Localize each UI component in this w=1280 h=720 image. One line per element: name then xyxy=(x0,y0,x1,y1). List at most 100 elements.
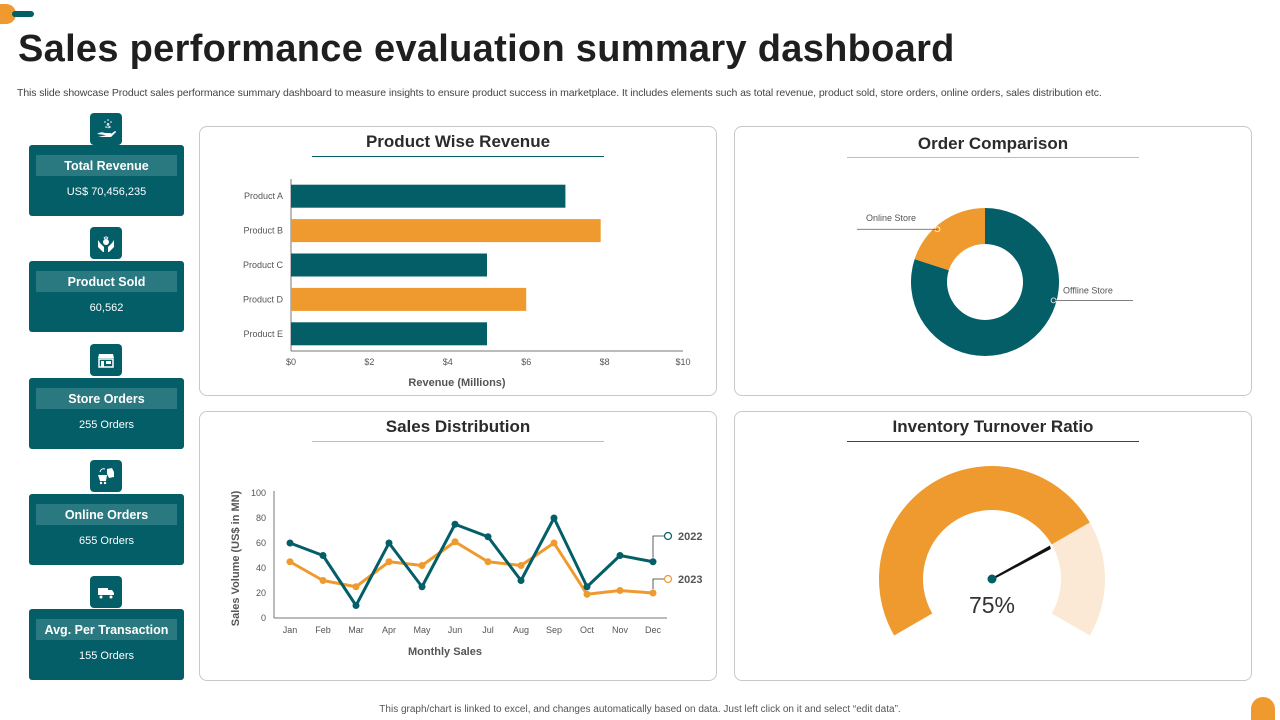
kpi-value: US$ 70,456,235 xyxy=(66,186,147,198)
x-tick-label: Nov xyxy=(612,625,629,635)
series-line-2023 xyxy=(289,540,654,596)
data-point-2023 xyxy=(517,562,525,569)
x-tick-label: $0 xyxy=(286,357,296,367)
kpi-card-online-orders: Online Orders 655 Orders xyxy=(29,494,184,565)
money-hand-icon: $ xyxy=(90,113,122,145)
donut-chart[interactable]: Offline Store Online Store xyxy=(735,127,1253,397)
title-underline xyxy=(312,156,604,157)
legend-marker-2023 xyxy=(663,574,673,584)
kpi-label: Avg. Per Transaction xyxy=(36,619,177,640)
title-underline xyxy=(312,441,604,442)
data-point-2022 xyxy=(484,533,492,541)
x-tick-label: $6 xyxy=(521,357,531,367)
kpi-label: Online Orders xyxy=(36,504,177,525)
x-tick-label: Aug xyxy=(513,625,529,635)
x-tick-label: Sep xyxy=(546,625,562,635)
title-underline xyxy=(847,157,1139,158)
y-tick-label: 60 xyxy=(256,538,266,548)
kpi-card-avg-per-transaction: Avg. Per Transaction 155 Orders xyxy=(29,609,184,680)
bar-product-d xyxy=(291,287,527,311)
x-tick-label: $2 xyxy=(364,357,374,367)
x-tick-label: Jan xyxy=(283,625,298,635)
donut-label-offline: Offline Store xyxy=(1063,285,1113,295)
x-tick-label: May xyxy=(413,625,431,635)
data-point-2022 xyxy=(385,539,393,547)
data-point-2023 xyxy=(319,577,327,584)
data-point-2022 xyxy=(286,539,294,547)
sales-distribution-panel[interactable]: Sales Distribution 0 20 40 60 80 100 Jan Feb Mar… xyxy=(199,411,717,681)
kpi-card-store-orders: Store Orders 255 Orders xyxy=(29,378,184,449)
data-point-2023 xyxy=(385,558,393,566)
x-axis-title: Monthly Sales xyxy=(408,646,482,658)
kpi-label: Store Orders xyxy=(36,388,177,409)
gauge-chart[interactable]: 75% xyxy=(735,412,1253,682)
data-point-2022 xyxy=(583,583,591,591)
gauge-remainder xyxy=(1051,522,1105,636)
data-point-2023 xyxy=(583,590,591,598)
data-point-2023 xyxy=(550,539,558,547)
y-tick-label: 0 xyxy=(261,613,266,623)
gauge-fill xyxy=(879,466,1090,636)
data-point-2022 xyxy=(550,514,558,522)
kpi-card-product-sold: Product Sold 60,562 xyxy=(29,261,184,332)
svg-text:$: $ xyxy=(107,124,111,130)
legend-label-2022: 2022 xyxy=(678,531,702,543)
data-point-2023 xyxy=(451,538,459,546)
kpi-value: 155 Orders xyxy=(78,650,135,662)
kpi-label: Total Revenue xyxy=(36,155,177,176)
title-underline xyxy=(847,441,1139,442)
data-point-2022 xyxy=(616,552,624,559)
legend-marker-2022 xyxy=(663,531,673,541)
data-point-2022 xyxy=(319,552,327,559)
x-tick-label: Jun xyxy=(448,625,463,635)
data-point-2022 xyxy=(352,602,360,609)
x-tick-label: Mar xyxy=(348,625,364,635)
data-point-2023 xyxy=(352,583,360,591)
hands-product-icon xyxy=(90,227,122,259)
data-point-2023 xyxy=(616,587,624,594)
donut-label-online: Online Store xyxy=(866,213,916,223)
x-tick-label: $8 xyxy=(600,357,610,367)
inventory-turnover-panel[interactable]: Inventory Turnover Ratio 75% xyxy=(734,411,1252,681)
category-label: Product D xyxy=(243,294,284,304)
x-tick-label: Jul xyxy=(482,625,494,635)
legend-label-2023: 2023 xyxy=(678,574,702,586)
gauge-needle xyxy=(991,545,1051,580)
y-tick-label: 100 xyxy=(251,488,266,498)
x-axis-title: Revenue (Millions) xyxy=(408,377,506,389)
kpi-value: 60,562 xyxy=(89,302,124,314)
kpi-card-total-revenue: Total Revenue US$ 70,456,235 xyxy=(29,145,184,216)
kpi-value: 255 Orders xyxy=(78,419,135,431)
corner-decoration-orange xyxy=(0,4,16,24)
storefront-icon xyxy=(90,344,122,376)
panel-title: Inventory Turnover Ratio xyxy=(892,417,1094,436)
category-label: Product E xyxy=(243,329,283,339)
data-point-2023 xyxy=(649,589,657,597)
y-tick-label: 40 xyxy=(256,563,266,573)
footer-note: This graph/chart is linked to excel, and… xyxy=(379,704,901,715)
x-tick-label: Feb xyxy=(315,625,331,635)
line-chart[interactable]: 0 20 40 60 80 100 Jan Feb Mar Apr May Jun Jul Aug Sep O… xyxy=(200,412,718,682)
corner-decoration-bottom xyxy=(1251,697,1275,720)
panel-title: Product Wise Revenue xyxy=(365,132,551,151)
panel-title: Order Comparison xyxy=(917,134,1069,153)
x-tick-label: Dec xyxy=(645,625,662,635)
bar-chart[interactable]: Product A Product B Product C Product D Prod… xyxy=(200,127,718,397)
x-tick-label: $4 xyxy=(443,357,453,367)
series-line-2022 xyxy=(289,516,654,607)
data-point-2023 xyxy=(484,558,492,566)
y-tick-label: 20 xyxy=(256,588,266,598)
x-tick-label: Oct xyxy=(580,625,595,635)
order-comparison-panel[interactable]: Order Comparison Offline Store Online Sto… xyxy=(734,126,1252,396)
data-point-2022 xyxy=(451,520,459,528)
data-point-2022 xyxy=(418,583,426,591)
page-subtitle: This slide showcase Product sales perfor… xyxy=(17,87,1102,99)
bar-product-e xyxy=(291,322,487,346)
kpi-label: Product Sold xyxy=(36,271,177,292)
gauge-pivot xyxy=(987,574,997,584)
page-title: Sales performance evaluation summary das… xyxy=(18,28,955,70)
bar-product-c xyxy=(291,253,487,277)
legend-leader-line xyxy=(652,535,665,558)
x-tick-label: $10 xyxy=(675,357,690,367)
